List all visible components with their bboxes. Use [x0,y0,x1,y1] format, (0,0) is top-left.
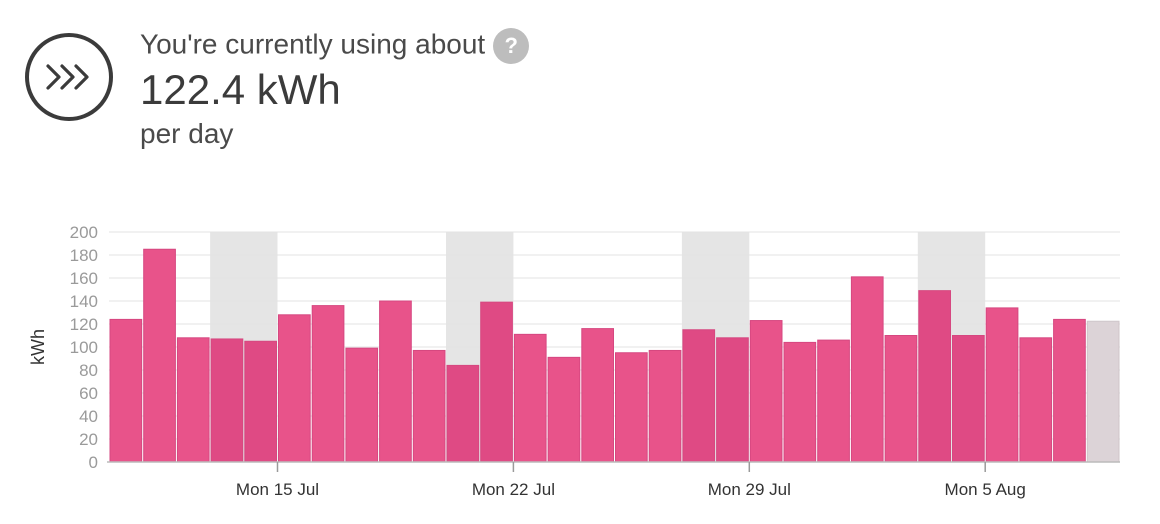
y-tick-label: 140 [70,292,98,311]
usage-bar [244,340,278,463]
usage-period: per day [140,118,234,149]
usage-bar [783,341,817,463]
usage-bar [176,337,210,463]
x-tick-label: Mon 22 Jul [472,480,555,499]
estimate-bar [1086,320,1120,463]
usage-bar [278,314,311,463]
usage-bar [513,333,547,463]
usage-bar [1053,318,1086,463]
lead-label: You're currently using about [140,28,486,60]
x-tick-label: Mon 15 Jul [236,480,319,499]
y-tick-label: 200 [70,223,98,242]
y-tick-label: 20 [79,430,98,449]
usage-bar [817,339,850,463]
usage-bar [682,329,716,463]
usage-bar [648,349,682,463]
usage-summary: You're currently using about? 122.4 kWh … [0,0,1160,170]
usage-bar [615,352,648,463]
y-axis-label: kWh [28,329,48,365]
usage-bar [918,290,951,463]
usage-lead-text: You're currently using about? [140,28,530,64]
usage-bar [547,356,581,463]
help-icon[interactable]: ? [493,28,530,64]
usage-bar [109,318,143,463]
usage-bar [985,307,1019,463]
x-tick-label: Mon 5 Aug [945,480,1026,499]
usage-bar [446,364,480,463]
usage-bar [749,320,783,463]
usage-value: 122.4 kWh [140,66,341,113]
y-tick-label: 160 [70,269,98,288]
usage-bar [952,335,985,463]
usage-bar [716,337,749,463]
y-tick-label: 180 [70,246,98,265]
y-tick-label: 60 [79,384,98,403]
usage-bar [143,248,176,463]
usage-bar [379,300,412,463]
y-tick-label: 120 [70,315,98,334]
y-tick-label: 0 [89,453,98,472]
usage-bar [311,305,345,463]
usage-bar [884,335,918,463]
fast-forward-chevrons-icon [25,33,113,121]
usage-bar [210,338,244,463]
usage-bar [1019,337,1053,463]
usage-bar [581,328,614,463]
usage-bar [412,349,446,463]
usage-bar [480,301,513,463]
usage-bar [345,347,379,463]
x-tick-label: Mon 29 Jul [708,480,791,499]
y-tick-label: 40 [79,407,98,426]
y-tick-label: 80 [79,361,98,380]
y-tick-label: 100 [70,338,98,357]
usage-bar [850,276,884,463]
